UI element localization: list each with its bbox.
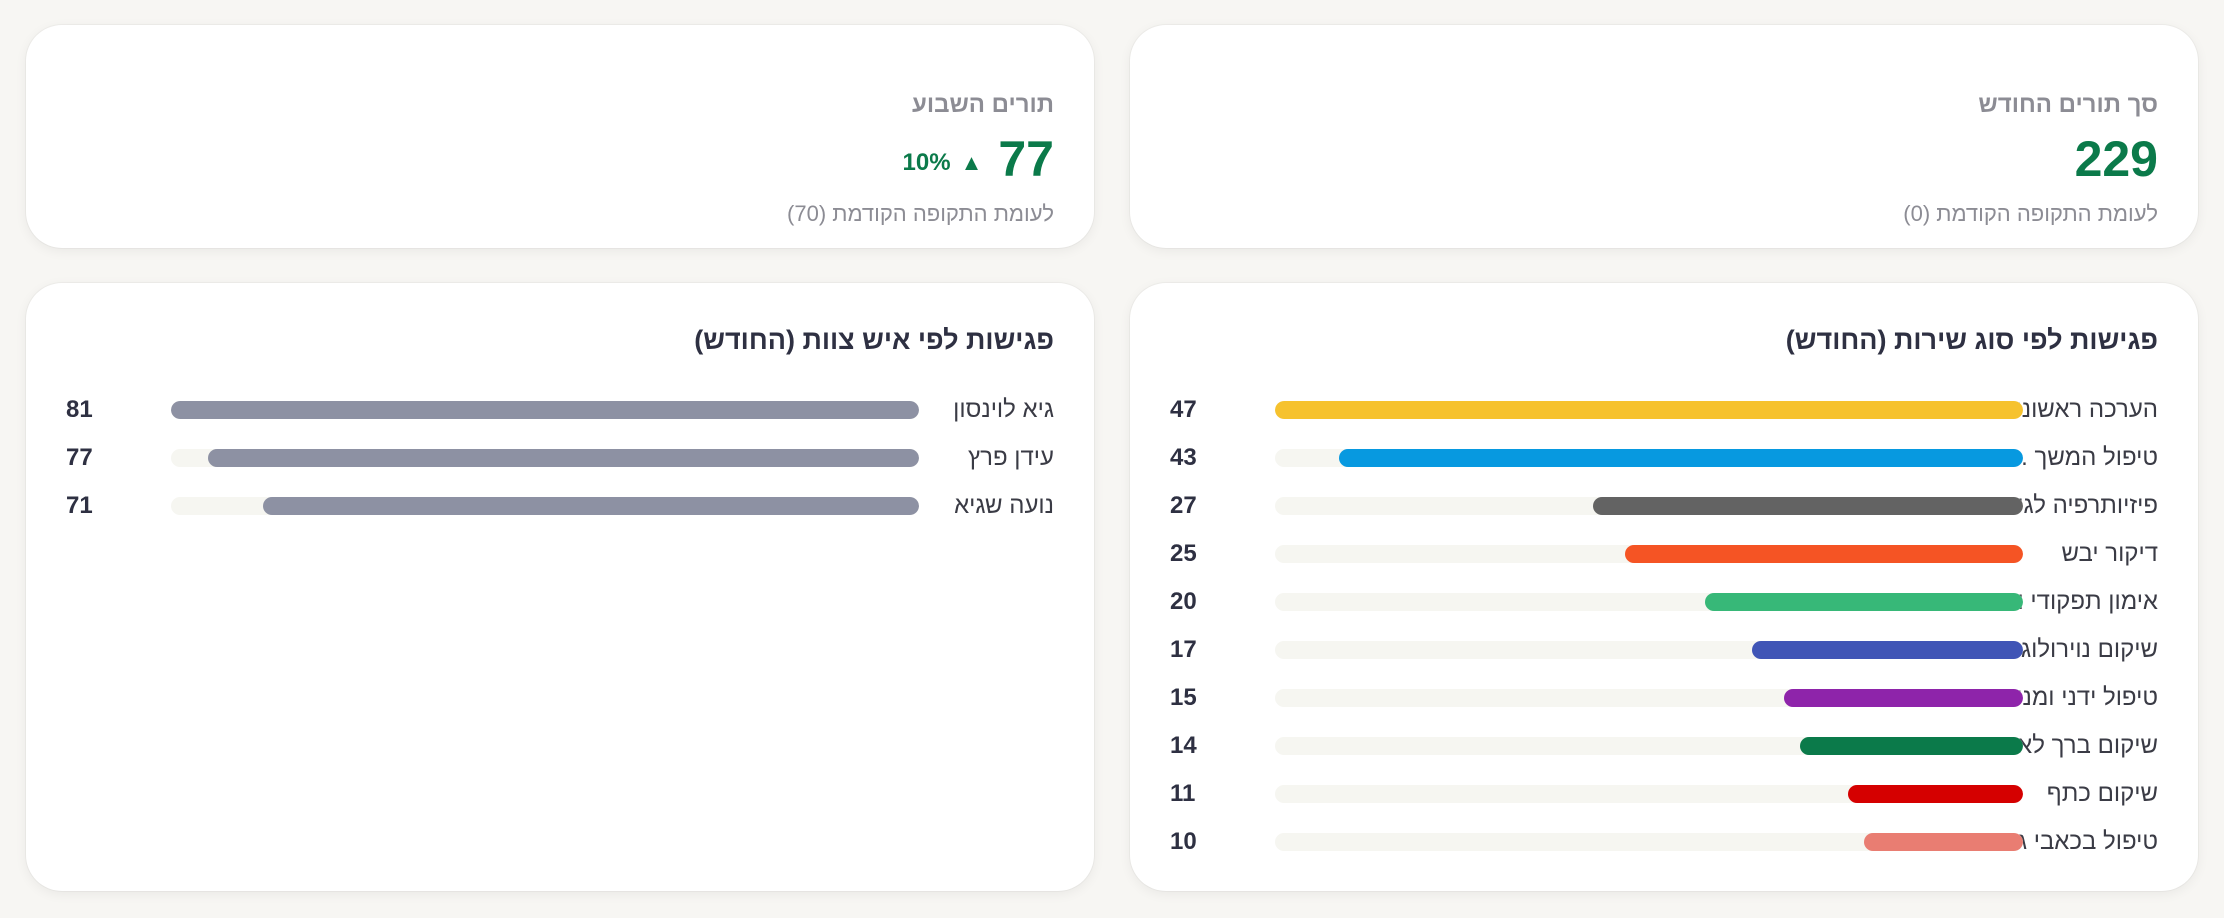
kpi-value: 229 [2074,131,2158,187]
arrow-up-icon: ▲ [960,150,983,175]
bar-value: 14 [1170,732,1197,759]
panel-title: פגישות לפי איש צוות (החודש) [694,325,1054,355]
bar-track [171,449,919,467]
bar-fill [1752,641,2023,659]
bar-label: שיקום נוירולוגי [2014,636,2158,663]
bar-track [1275,497,2023,515]
bar-label: שיקום כתף [2046,780,2158,807]
bar-row: שיקום נוירולוגי 17 [1130,626,2198,674]
bar-row: שיקום כתף 11 [1130,770,2198,818]
bar-row: טיפול ידני ומני... 15 [1130,674,2198,722]
bar-track [1275,689,2023,707]
bar-value: 11 [1170,780,1196,807]
bar-track [1275,833,2023,851]
delta-value: 10% [902,149,951,176]
kpi-value-row: 229 [2075,133,2158,185]
bar-fill [207,449,919,467]
bar-fill [1593,497,2023,515]
bar-track [1275,401,2023,419]
kpi-value-row: 77 10% ▲ [903,133,1054,185]
kpi-card-week: תורים השבוע 77 10% ▲ לעומת התקופה הקודמת… [26,25,1094,248]
bar-fill [263,497,919,515]
bar-label: דיקור יבש [2061,540,2158,567]
kpi-card-month-total: סך תורים החודש 229 לעומת התקופה הקודמת (… [1130,25,2198,248]
kpi-label: תורים השבוע [912,91,1054,118]
bar-label: אימון תפקודי ו... [1998,588,2158,615]
bar-label: טיפול ידני ומני... [1998,684,2158,711]
bar-label: פיזיותרפיה לגי... [1998,492,2158,519]
kpi-comparison: לעומת התקופה הקודמת (70) [787,201,1054,226]
bar-track [1275,737,2023,755]
bar-value: 43 [1170,444,1197,471]
kpi-label: סך תורים החודש [1978,91,2158,118]
kpi-value: 77 [998,131,1054,187]
bar-value: 47 [1170,396,1197,423]
bar-value: 81 [66,396,93,423]
bar-row: אימון תפקודי ו... 20 [1130,578,2198,626]
service-type-panel: פגישות לפי סוג שירות (החודש) הערכה ראשונ… [1130,283,2198,891]
bar-label: עידן פרץ [968,444,1054,471]
staff-panel: פגישות לפי איש צוות (החודש) גיא לוינסון 8… [26,283,1094,891]
bar-track [1275,785,2023,803]
bar-fill [1847,785,2023,803]
bar-track [171,497,919,515]
bar-label: שיקום ברך לא... [1998,732,2158,759]
bar-value: 25 [1170,540,1197,567]
bar-row: נועה שגיא 71 [26,482,1094,530]
bar-value: 27 [1170,492,1197,519]
bar-value: 20 [1170,588,1197,615]
kpi-comparison: לעומת התקופה הקודמת (0) [1903,201,2158,226]
bar-fill [1275,401,2023,419]
bar-fill [1625,545,2023,563]
panel-title: פגישות לפי סוג שירות (החודש) [1785,325,2158,355]
bar-row: טיפול המשך ... 43 [1130,434,2198,482]
bar-fill [1863,833,2023,851]
bar-track [1275,593,2023,611]
bar-track [171,401,919,419]
bar-label: טיפול המשך ... [2007,444,2158,471]
bar-row: גיא לוינסון 81 [26,386,1094,434]
bar-track [1275,449,2023,467]
bar-fill [171,401,919,419]
bar-value: 10 [1170,828,1197,855]
bar-label: טיפול בכאבי ג... [1998,828,2158,855]
bar-fill [1800,737,2023,755]
bar-fill [1784,689,2023,707]
bar-row: הערכה ראשונית 47 [1130,386,2198,434]
bar-label: גיא לוינסון [953,396,1054,423]
bar-track [1275,545,2023,563]
bar-value: 71 [66,492,93,519]
bar-label: נועה שגיא [954,492,1054,519]
bar-value: 77 [66,444,93,471]
bar-row: שיקום ברך לא... 14 [1130,722,2198,770]
bar-value: 17 [1170,636,1197,663]
bar-row: עידן פרץ 77 [26,434,1094,482]
bar-row: פיזיותרפיה לגי... 27 [1130,482,2198,530]
bar-fill [1338,449,2023,467]
bar-track [1275,641,2023,659]
bar-value: 15 [1170,684,1197,711]
bar-row: טיפול בכאבי ג... 10 [1130,818,2198,866]
bar-label: הערכה ראשונית [1999,396,2158,423]
service-bar-list: הערכה ראשונית 47 טיפול המשך ... 43 פיזיותרפי… [1130,386,2198,866]
staff-bar-list: גיא לוינסון 81 עידן פרץ 77 נועה שגיא 71 [26,386,1094,530]
bar-fill [1704,593,2023,611]
kpi-delta-badge: 10% ▲ [903,149,983,177]
bar-row: דיקור יבש 25 [1130,530,2198,578]
